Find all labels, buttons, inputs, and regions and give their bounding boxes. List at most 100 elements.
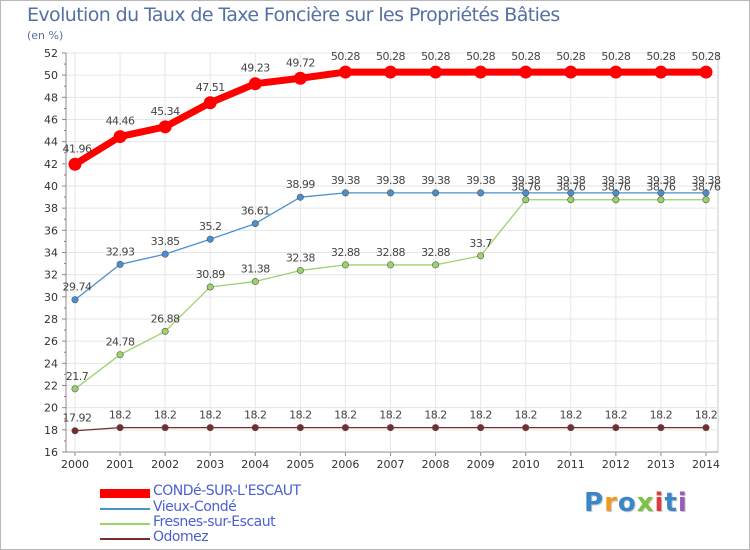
data-label: 18.2 — [650, 409, 673, 422]
data-point — [386, 261, 394, 269]
y-tick-label: 38 — [44, 202, 58, 215]
x-tick-label: 2012 — [602, 458, 630, 471]
data-label: 50.28 — [692, 50, 721, 63]
data-point — [612, 424, 620, 432]
data-point — [564, 65, 578, 79]
data-point — [386, 189, 394, 197]
data-point — [113, 130, 127, 144]
data-label: 35.2 — [199, 220, 222, 233]
logo-letter: r — [604, 488, 618, 518]
data-label: 18.2 — [605, 409, 628, 422]
data-label: 18.2 — [334, 409, 357, 422]
x-tick-label: 2006 — [331, 458, 359, 471]
data-point — [341, 424, 349, 432]
data-point — [657, 189, 665, 197]
data-point — [567, 196, 575, 204]
legend-label-vieux-conde: Vieux-Condé — [153, 499, 237, 515]
data-label: 18.2 — [424, 409, 447, 422]
data-point — [477, 189, 485, 197]
data-point — [432, 424, 440, 432]
legend-label-fresnes: Fresnes-sur-Escaut — [153, 514, 276, 530]
data-label: 31.38 — [241, 263, 270, 276]
data-point — [71, 296, 79, 304]
data-label: 33.7 — [469, 237, 492, 250]
y-tick-label: 30 — [44, 291, 58, 304]
data-label: 29.74 — [63, 281, 92, 294]
data-point — [71, 427, 79, 435]
data-point — [71, 385, 79, 393]
data-point — [567, 189, 575, 197]
x-tick-label: 2008 — [422, 458, 450, 471]
data-point — [341, 261, 349, 269]
y-tick-label: 26 — [44, 335, 58, 348]
data-label: 41.96 — [63, 142, 92, 155]
data-point — [567, 424, 575, 432]
data-point — [612, 189, 620, 197]
data-point — [206, 235, 214, 243]
data-point — [68, 157, 82, 171]
data-label: 39.38 — [421, 174, 450, 187]
data-label: 18.2 — [514, 409, 537, 422]
data-point — [161, 327, 169, 335]
y-tick-label: 42 — [44, 158, 58, 171]
data-label: 21.7 — [66, 370, 89, 383]
data-point — [248, 77, 262, 91]
y-tick-label: 16 — [44, 446, 58, 459]
y-tick-label: 50 — [44, 69, 58, 82]
data-label: 50.28 — [376, 50, 405, 63]
y-tick-label: 22 — [44, 380, 58, 393]
data-point — [251, 220, 259, 228]
legend-label-conde: CONDé-SUR-L'ESCAUT — [153, 483, 301, 499]
data-point — [702, 189, 710, 197]
chart-title: Evolution du Taux de Taxe Foncière sur l… — [27, 4, 560, 26]
y-tick-label: 20 — [44, 402, 58, 415]
data-label: 39.38 — [601, 174, 630, 187]
x-tick-label: 2009 — [467, 458, 495, 471]
data-point — [612, 196, 620, 204]
data-point — [702, 196, 710, 204]
chart-unit-label: (en %) — [27, 29, 64, 42]
proxiti-logo[interactable]: Proxiti — [584, 488, 688, 518]
data-label: 39.38 — [556, 174, 585, 187]
data-point — [657, 196, 665, 204]
data-label: 18.2 — [379, 409, 402, 422]
data-point — [341, 189, 349, 197]
y-tick-label: 40 — [44, 180, 58, 193]
data-label: 50.28 — [466, 50, 495, 63]
data-label: 38.76 — [601, 181, 630, 194]
y-tick-label: 36 — [44, 224, 58, 237]
data-point — [296, 424, 304, 432]
y-tick-label: 52 — [44, 47, 58, 60]
data-point — [702, 424, 710, 432]
data-point — [519, 65, 533, 79]
data-label: 26.88 — [151, 312, 180, 325]
data-point — [699, 65, 713, 79]
data-point — [116, 351, 124, 359]
data-label: 33.85 — [151, 235, 180, 248]
y-tick-label: 24 — [44, 357, 58, 370]
data-point — [477, 424, 485, 432]
data-label: 32.88 — [376, 246, 405, 259]
data-point — [384, 65, 397, 79]
data-label: 18.2 — [695, 409, 718, 422]
data-point — [474, 65, 488, 79]
data-point — [251, 424, 259, 432]
data-label: 39.38 — [511, 174, 540, 187]
y-tick-label: 32 — [44, 269, 58, 282]
data-point — [522, 189, 530, 197]
data-label: 18.2 — [560, 409, 583, 422]
x-tick-label: 2001 — [106, 458, 134, 471]
x-tick-label: 2003 — [196, 458, 224, 471]
data-label: 18.2 — [244, 409, 267, 422]
data-label: 39.38 — [646, 174, 675, 187]
y-tick-label: 46 — [44, 114, 58, 127]
data-point — [116, 424, 124, 432]
data-label: 17.92 — [63, 412, 92, 425]
data-point — [206, 424, 214, 432]
data-label: 50.28 — [556, 50, 585, 63]
logo-letter: x — [636, 488, 655, 518]
data-label: 39.38 — [466, 174, 495, 187]
data-label: 18.2 — [289, 409, 312, 422]
data-point — [296, 266, 304, 274]
legend-swatch-conde — [100, 489, 150, 498]
